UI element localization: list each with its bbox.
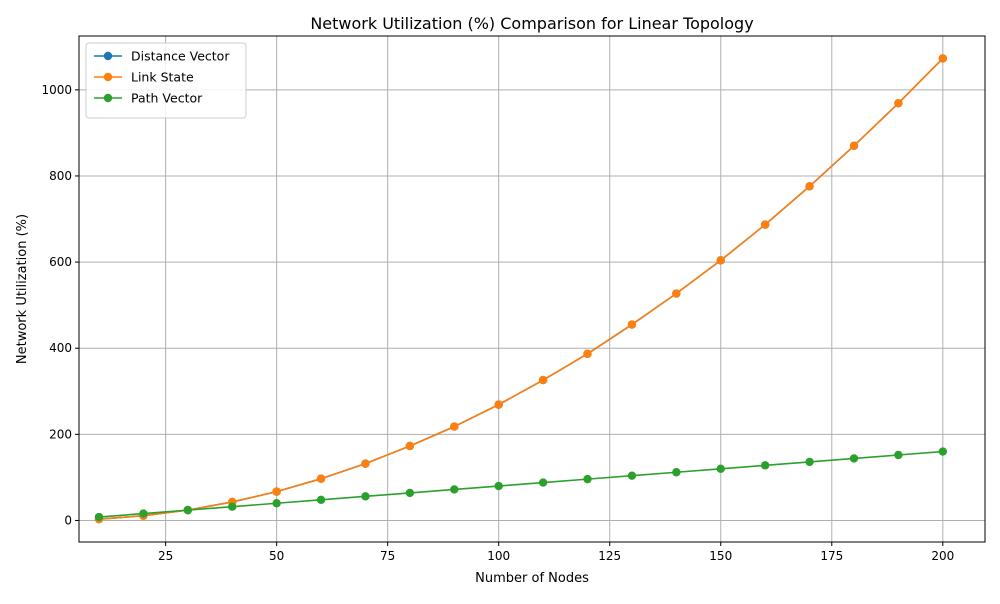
data-point [583,474,592,484]
data-point [583,349,592,359]
data-point [94,512,104,522]
x-tick-label: 150 [709,549,732,563]
legend-marker [103,72,113,82]
data-point [361,492,370,501]
axis-ticks: 25 50 75 100 125 150 175 200 0 200 400 600 800 1000 [41,83,954,563]
data-point [672,468,681,477]
x-axis-label: Number of Nodes [475,571,589,586]
data-point [894,98,903,108]
legend-entry: Distance Vector [94,49,230,64]
chart-title: Network Utilization (%) Comparison for L… [310,14,753,33]
y-tick-label: 800 [49,169,72,183]
y-tick-label: 400 [49,341,72,355]
data-point [405,488,415,498]
y-tick-label: 0 [64,513,72,527]
plot-frame [78,35,986,543]
legend-label: Path Vector [131,91,203,106]
data-point [228,502,237,511]
data-point [938,54,948,63]
data-point [938,447,948,456]
data-point [627,320,637,329]
data-point [494,481,503,491]
data-point [450,422,459,431]
legend-label: Link State [131,70,194,85]
x-tick-label: 50 [269,549,284,563]
grid [79,36,985,542]
data-point [494,400,503,409]
data-point [139,509,148,518]
x-tick-label: 100 [487,549,510,563]
data-point [405,441,415,451]
y-axis-label: Network Utilization (%) [15,214,30,364]
series-path-vector [94,447,948,522]
legend-box [85,42,247,119]
data-point [316,474,326,483]
data-point [849,141,859,151]
x-tick-label: 175 [820,549,843,563]
data-point [450,485,459,494]
series-link-state [94,54,948,524]
y-tick-label: 600 [49,255,72,269]
x-tick-label: 200 [931,549,954,563]
data-point [316,495,326,504]
data-point [627,471,637,480]
y-tick-label: 200 [49,427,72,441]
legend: Distance Vector Link State Path Vector [85,42,247,119]
data-point [538,375,548,385]
data-point [894,450,903,460]
x-tick-label: 25 [158,549,173,563]
data-point [361,459,370,468]
data-point [183,505,193,515]
data-point [272,499,281,508]
series-line [98,57,944,520]
data-point [760,461,770,470]
data-point [849,454,859,463]
legend-marker [103,51,113,61]
legend-marker [103,93,113,103]
legend-entry: Path Vector [94,91,203,106]
data-point [805,457,814,467]
data-point [272,487,281,496]
legend-label: Distance Vector [131,49,230,64]
data-point [760,220,770,229]
legend-entry: Link State [94,70,194,85]
data-point [716,256,725,265]
data-point [538,478,548,487]
series-layer [94,54,948,524]
x-tick-label: 125 [598,549,621,563]
y-tick-label: 1000 [41,83,72,97]
x-tick-label: 75 [380,549,395,563]
data-point [716,464,725,473]
series-line [98,450,943,518]
data-point [805,182,814,191]
data-point [672,289,681,298]
